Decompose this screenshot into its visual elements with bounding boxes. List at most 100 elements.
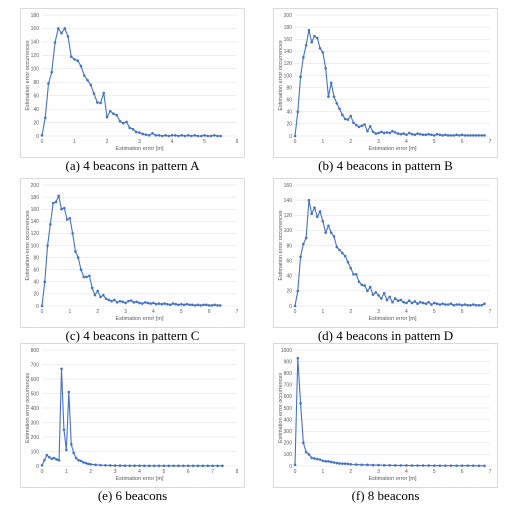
- data-point: [349, 114, 353, 118]
- data-point: [438, 303, 442, 306]
- data-point: [296, 356, 300, 360]
- data-point: [352, 272, 355, 276]
- y-tick-label: 0: [36, 134, 39, 140]
- x-tick-label: 2: [106, 139, 109, 145]
- data-point: [405, 464, 408, 467]
- data-point: [118, 299, 122, 303]
- data-point: [460, 303, 464, 307]
- data-point: [74, 456, 78, 460]
- y-tick-label: 100: [284, 228, 293, 234]
- chart-b: 0 20 40 60 80 100 120 140 160 180 200 0 1 2 3 4 5 6 7 Estim…: [273, 8, 498, 158]
- x-tick-label: 3: [124, 309, 127, 315]
- data-point: [332, 235, 336, 238]
- x-tick-label: 1: [65, 469, 68, 475]
- x-tick-label: 6: [461, 469, 464, 475]
- data-point: [460, 133, 464, 137]
- data-point: [162, 464, 166, 468]
- y-axis-label: Estimation error occurrences: [25, 373, 31, 444]
- data-point: [371, 293, 375, 296]
- x-tick-label: 4: [405, 139, 408, 145]
- data-point: [71, 232, 74, 235]
- data-point: [296, 289, 300, 293]
- data-point: [123, 464, 127, 468]
- y-axis-label: Estimation error occurrences: [25, 40, 31, 111]
- data-point: [357, 125, 361, 129]
- x-tick-label: 7: [489, 469, 492, 475]
- data-point: [315, 215, 319, 219]
- data-point: [219, 134, 223, 138]
- data-point: [128, 464, 132, 468]
- data-point: [160, 134, 164, 138]
- data-point: [424, 133, 428, 137]
- data-point: [419, 132, 422, 136]
- data-point: [40, 304, 44, 308]
- data-point: [385, 298, 389, 302]
- x-tick-label: 6: [236, 139, 239, 145]
- data-point: [455, 133, 458, 137]
- data-point: [388, 464, 392, 467]
- data-point: [141, 132, 145, 136]
- chart-d: 0 20 40 60 80 100 120 140 160 0 1 2 3 4 5 6 7 Estimation …: [273, 178, 498, 328]
- data-point: [354, 463, 358, 466]
- data-point: [167, 464, 171, 468]
- data-point: [96, 289, 100, 293]
- data-point: [76, 256, 80, 259]
- data-point: [55, 458, 58, 461]
- x-tick-label: 4: [152, 309, 155, 315]
- data-point: [441, 302, 444, 306]
- data-point: [480, 303, 483, 307]
- data-point: [85, 275, 88, 279]
- data-point: [360, 283, 364, 287]
- data-point: [185, 302, 189, 306]
- chart-f: 0 100 200 300 400 500 600 700 800 900 1000 0 1 2 3 4 5 6 7…: [273, 343, 498, 488]
- data-point: [313, 34, 316, 38]
- data-point: [444, 303, 447, 306]
- data-point: [374, 291, 378, 294]
- data-point: [82, 74, 86, 77]
- data-point: [138, 131, 141, 134]
- data-point: [366, 463, 369, 467]
- data-point: [131, 127, 135, 131]
- data-point: [65, 448, 68, 452]
- data-point: [327, 95, 330, 98]
- y-tick-label: 180: [31, 13, 40, 19]
- data-point: [166, 302, 169, 306]
- data-point: [127, 299, 130, 303]
- x-axis-label: Estimation error [m]: [369, 316, 417, 322]
- data-point: [332, 461, 336, 464]
- y-tick-label: 120: [31, 53, 40, 59]
- x-tick-label: 0: [294, 309, 297, 315]
- data-point: [382, 291, 386, 295]
- data-point: [349, 462, 353, 466]
- y-tick-label: 140: [284, 49, 293, 55]
- data-point: [212, 134, 216, 137]
- data-point: [377, 463, 380, 467]
- data-point: [62, 206, 66, 210]
- data-point: [143, 301, 147, 304]
- data-point: [50, 70, 54, 74]
- data-point: [474, 134, 478, 137]
- data-point: [421, 133, 425, 137]
- x-tick-label: 7: [489, 139, 492, 145]
- data-point: [452, 303, 456, 307]
- data-point: [424, 302, 428, 306]
- data-point: [221, 464, 224, 468]
- data-point: [360, 124, 364, 128]
- data-point: [110, 299, 113, 303]
- data-point: [458, 303, 461, 306]
- x-tick-label: 5: [433, 139, 436, 145]
- data-point: [421, 301, 425, 305]
- data-point: [368, 125, 372, 128]
- y-tick-label: 140: [31, 219, 40, 225]
- data-point: [206, 464, 210, 468]
- y-tick-label: 60: [286, 258, 292, 264]
- data-point: [315, 36, 319, 40]
- data-point: [391, 300, 394, 304]
- data-point: [377, 131, 380, 135]
- data-point: [196, 134, 200, 138]
- data-point: [144, 133, 148, 136]
- data-point: [74, 250, 77, 253]
- chart-e: 0 100 200 300 400 500 600 700 800 0 1 2 3 4 5 6 7 8 Estima…: [20, 343, 245, 488]
- y-tick-label: 180: [31, 195, 40, 201]
- data-point: [410, 132, 414, 136]
